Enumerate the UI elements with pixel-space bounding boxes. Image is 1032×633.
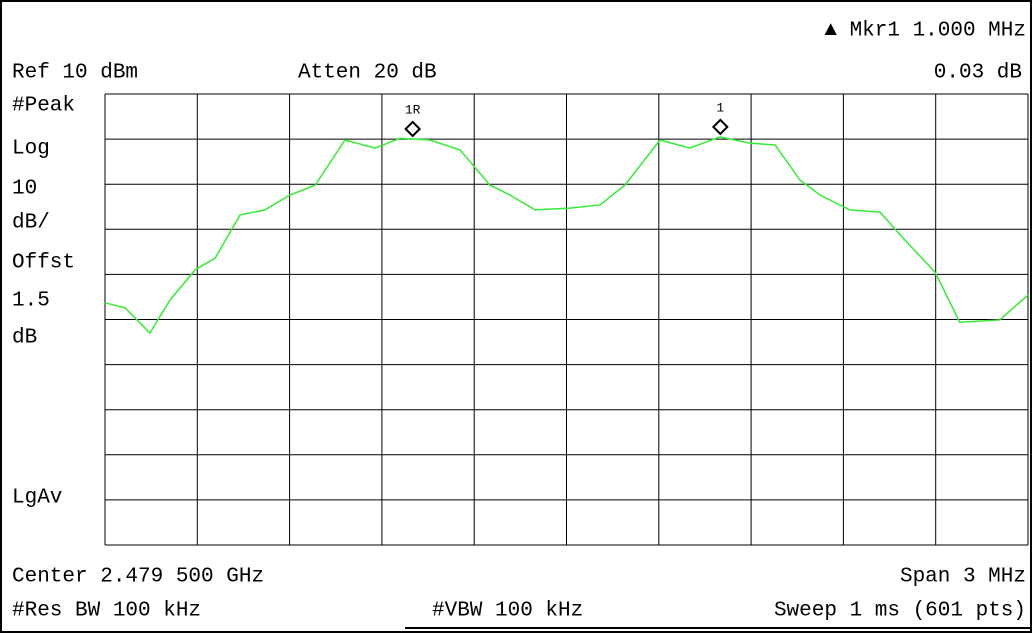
marker-label: 1R: [405, 102, 421, 117]
sweep: Sweep 1 ms (601 pts): [774, 600, 1026, 623]
center-freq: Center 2.479 500 GHz: [12, 566, 264, 589]
marker-diamond: [711, 118, 729, 136]
attenuation: Atten 20 dB: [298, 62, 437, 85]
side-label: #Peak: [12, 95, 75, 118]
span: Span 3 MHz: [900, 566, 1026, 589]
marker-diamond: [404, 120, 422, 138]
side-label: Log: [12, 138, 50, 161]
marker-readout: ▲ Mkr1 1.000 MHz: [824, 20, 1026, 43]
vbw: #VBW 100 kHz: [432, 600, 583, 623]
side-label: 10: [12, 178, 37, 201]
side-label: 1.5: [12, 290, 50, 313]
marker-label: 1: [716, 100, 724, 115]
side-label: dB: [12, 327, 37, 350]
marker-value: 0.03 dB: [934, 62, 1022, 85]
trace: [104, 136, 1029, 335]
side-label: dB/: [12, 212, 50, 235]
side-label: Offst: [12, 252, 75, 275]
ref-level: Ref 10 dBm: [12, 62, 138, 85]
rbw: #Res BW 100 kHz: [12, 600, 201, 623]
side-label: LgAv: [12, 487, 62, 510]
